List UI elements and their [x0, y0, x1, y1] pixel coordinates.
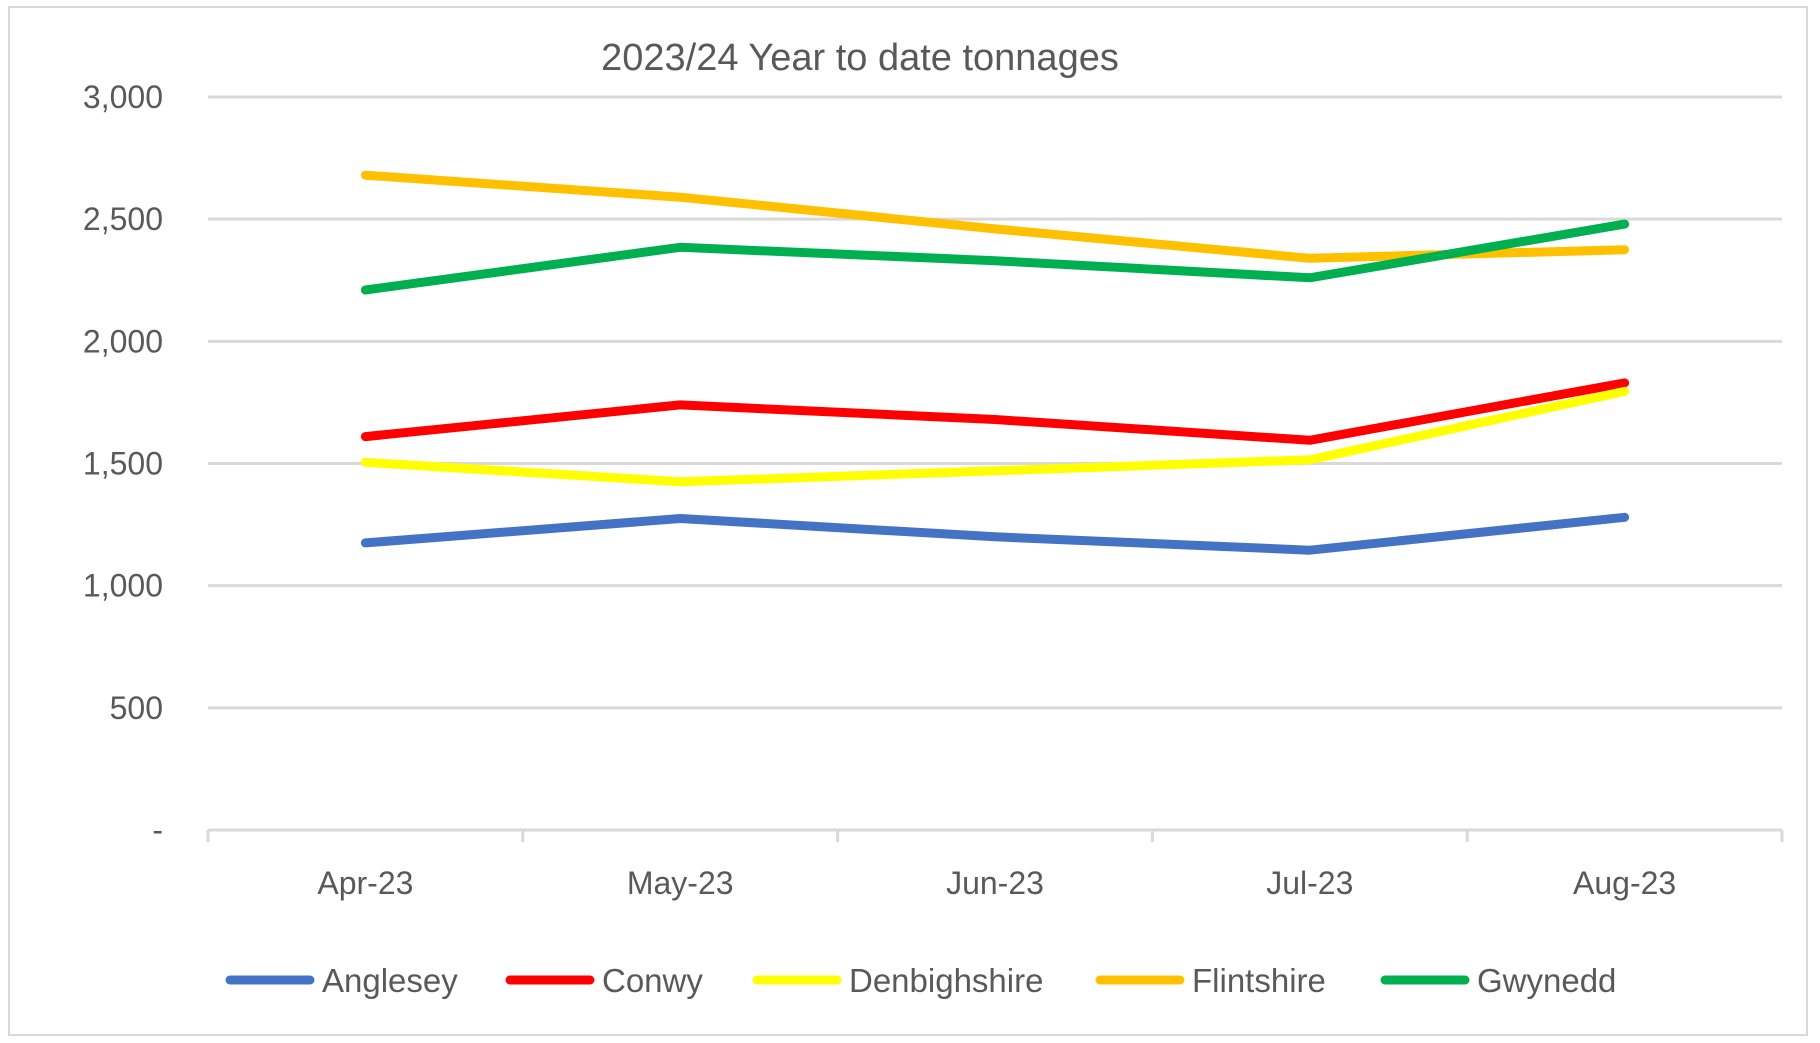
x-tick-label: Jun-23: [946, 865, 1044, 901]
y-tick-label: 1,500: [83, 446, 163, 482]
legend: Anglesey Conwy Denbighshire Flintshire Gwyne…: [225, 962, 1616, 999]
y-tick-label: -: [152, 812, 163, 848]
chart-title: 2023/24 Year to date tonnages: [601, 37, 1119, 79]
gridlines: [208, 95, 1782, 710]
series-line-conwy: [360, 378, 1630, 445]
y-tick-label: 500: [110, 690, 163, 726]
legend-label: Flintshire: [1192, 962, 1326, 999]
y-tick-label: 2,500: [83, 201, 163, 237]
series-line-anglesey: [360, 512, 1630, 555]
legend-item-flintshire: Flintshire: [1095, 962, 1326, 999]
legend-item-conwy: Conwy: [505, 962, 703, 999]
series-line-flintshire: [360, 170, 1630, 263]
x-axis: Apr-23 May-23 Jun-23 Jul-23 Aug-23: [206, 828, 1784, 901]
legend-label: Conwy: [602, 962, 703, 999]
y-tick-label: 2,000: [83, 323, 163, 359]
x-tick-label: Jul-23: [1266, 865, 1353, 901]
legend-item-anglesey: Anglesey: [225, 962, 458, 999]
y-axis-tick-labels: - 500 1,000 1,500 2,000 2,500 3,000: [83, 79, 163, 848]
legend-label: Anglesey: [322, 962, 458, 999]
series-lines: [360, 170, 1630, 555]
x-tick-label: Aug-23: [1573, 865, 1676, 901]
y-tick-label: 1,000: [83, 568, 163, 604]
legend-item-denbighshire: Denbighshire: [752, 962, 1043, 999]
y-tick-label: 3,000: [83, 79, 163, 115]
series-line-gwynedd: [360, 219, 1630, 295]
chart-frame: [8, 6, 1808, 1036]
x-tick-label: Apr-23: [317, 865, 413, 901]
legend-label: Gwynedd: [1477, 962, 1616, 999]
legend-item-gwynedd: Gwynedd: [1380, 962, 1616, 999]
legend-label: Denbighshire: [849, 962, 1043, 999]
x-tick-label: May-23: [627, 865, 734, 901]
series-line-denbighshire: [360, 386, 1630, 487]
